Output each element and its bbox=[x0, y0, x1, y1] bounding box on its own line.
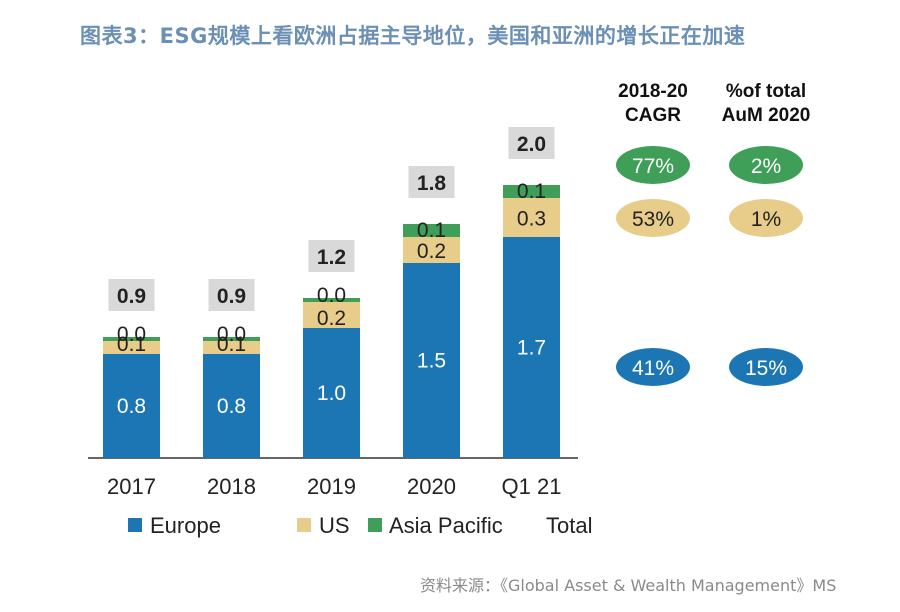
data-label-asia: 0.0 bbox=[217, 323, 246, 346]
oval-label-asia-cagr: 77% bbox=[632, 155, 674, 178]
bar-us-2018 bbox=[203, 341, 260, 354]
total-box bbox=[408, 166, 455, 198]
data-label-europe: 1.0 bbox=[317, 382, 346, 405]
data-label-europe: 0.8 bbox=[117, 395, 146, 418]
oval-asia-share bbox=[729, 146, 803, 184]
x-tick-label: 2018 bbox=[207, 474, 256, 499]
total-box bbox=[308, 240, 355, 272]
total-box bbox=[108, 279, 155, 311]
oval-label-us-cagr: 53% bbox=[632, 208, 674, 231]
table-header-share: %of total bbox=[726, 81, 806, 102]
oval-europe-share bbox=[729, 348, 803, 386]
legend-swatch-europe bbox=[128, 518, 142, 532]
data-label-europe: 1.7 bbox=[517, 337, 546, 360]
bar-us-2019 bbox=[303, 302, 360, 328]
chart-title: 图表3：ESG规模上看欧洲占据主导地位，美国和亚洲的增长正在加速 bbox=[80, 24, 746, 48]
bar-asia-2020 bbox=[403, 224, 460, 237]
legend-label-asia-pacific: Asia Pacific bbox=[389, 513, 503, 538]
bar-europe-2017 bbox=[103, 354, 160, 458]
bar-asia-2017 bbox=[103, 337, 160, 341]
table-header-cagr: CAGR bbox=[625, 105, 681, 126]
table-header-cagr: 2018-20 bbox=[618, 81, 688, 102]
legend-label-europe: Europe bbox=[150, 513, 221, 538]
bar-europe-2019 bbox=[303, 328, 360, 458]
legend-swatch-us bbox=[297, 518, 311, 532]
oval-us-share bbox=[729, 199, 803, 237]
data-label-us: 0.1 bbox=[117, 333, 146, 356]
oval-label-europe-cagr: 41% bbox=[632, 357, 674, 380]
oval-europe-cagr bbox=[616, 348, 690, 386]
oval-asia-cagr bbox=[616, 146, 690, 184]
data-label-europe: 0.8 bbox=[217, 395, 246, 418]
total-label: 0.9 bbox=[117, 285, 146, 308]
bar-us-2020 bbox=[403, 237, 460, 263]
table-header-share: AuM 2020 bbox=[722, 105, 811, 126]
bar-asia-q1-21 bbox=[503, 185, 560, 198]
oval-us-cagr bbox=[616, 199, 690, 237]
total-label: 0.9 bbox=[217, 285, 246, 308]
data-label-us: 0.2 bbox=[417, 240, 446, 263]
total-label: 1.2 bbox=[317, 246, 346, 269]
total-box bbox=[508, 127, 555, 159]
total-label: 1.8 bbox=[417, 172, 447, 195]
data-label-asia: 0.1 bbox=[417, 219, 446, 242]
bar-europe-q1-21 bbox=[503, 237, 560, 458]
data-label-europe: 1.5 bbox=[417, 350, 446, 373]
x-tick-label: 2019 bbox=[307, 474, 356, 499]
bar-us-q1-21 bbox=[503, 198, 560, 237]
source-note: 资料来源：《Global Asset & Wealth Management》M… bbox=[420, 576, 837, 595]
data-label-us: 0.2 bbox=[317, 307, 346, 330]
data-label-us: 0.1 bbox=[217, 333, 246, 356]
bar-europe-2018 bbox=[203, 354, 260, 458]
x-tick-label: 2020 bbox=[407, 474, 456, 499]
oval-label-us-share: 1% bbox=[751, 208, 781, 231]
oval-label-europe-share: 15% bbox=[745, 357, 787, 380]
data-label-us: 0.3 bbox=[517, 208, 546, 231]
oval-label-asia-share: 2% bbox=[751, 155, 781, 178]
bar-europe-2020 bbox=[403, 263, 460, 458]
bar-us-2017 bbox=[103, 341, 160, 354]
bar-asia-2018 bbox=[203, 337, 260, 341]
bar-asia-2019 bbox=[303, 298, 360, 302]
total-label: 2.0 bbox=[517, 133, 546, 156]
legend-label-us: US bbox=[319, 513, 350, 538]
data-label-asia: 0.0 bbox=[117, 323, 146, 346]
legend-swatch-asia bbox=[368, 518, 382, 532]
x-tick-label: 2017 bbox=[107, 474, 156, 499]
data-label-asia: 0.0 bbox=[317, 284, 346, 307]
x-tick-label: Q1 21 bbox=[502, 474, 562, 499]
data-label-asia: 0.1 bbox=[517, 180, 546, 203]
legend-label-total: Total bbox=[546, 513, 592, 538]
total-box bbox=[208, 279, 255, 311]
